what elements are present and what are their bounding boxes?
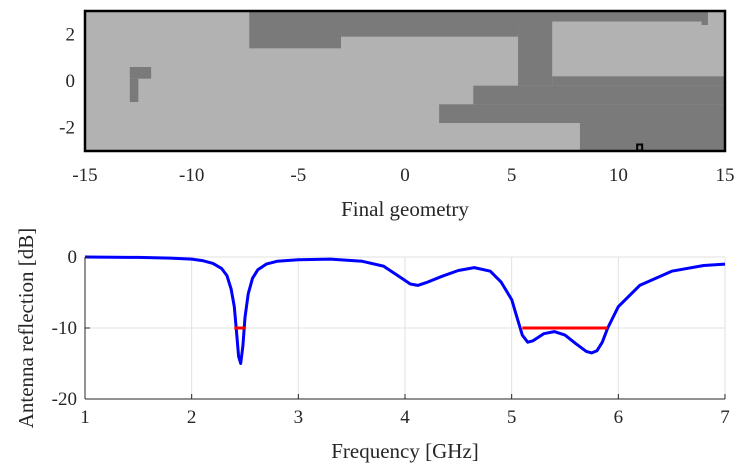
geometry-ytick-label: 2 [66,24,76,45]
metal-region [518,21,553,86]
metal-region [341,21,519,37]
reflection-ticks: 1 2 3 4 5 6 7 0 -10 -20 [52,247,730,428]
geometry-xtick-label: -15 [72,165,97,186]
reflection-xtick-label: 6 [614,407,624,428]
geometry-xtick-label: 10 [609,165,628,186]
reflection-xtick-label: 7 [720,407,730,428]
reflection-ytick-label: -10 [52,318,77,339]
reflection-grid [84,256,726,400]
reflection-ytick-label: -20 [52,389,77,410]
geometry-xtick-label: -10 [179,165,204,186]
geometry-frame [83,9,727,153]
metal-region [579,123,725,151]
reflection-xlabel: Frequency [GHz] [331,439,479,463]
reflection-lines [84,255,726,365]
reflection-curve [84,255,726,365]
reflection-xtick-label: 1 [80,407,90,428]
metal-region [129,67,152,79]
metal-region [249,11,708,22]
reflection-xtick-label: 3 [294,407,304,428]
reflection-xtick-label: 4 [400,407,410,428]
geometry-xtick-label: 15 [716,165,735,186]
metal-region [552,76,725,86]
reflection-ytick-label: 0 [68,247,78,268]
geometry-ytick-label: -2 [59,118,75,139]
geometry-shapes [83,9,727,153]
metal-region [473,85,725,105]
metal-region [129,78,139,102]
geometry-xtick-label: 5 [507,165,517,186]
metal-region [439,104,725,123]
geometry-ytick-label: 0 [66,71,76,92]
metal-region [701,21,708,25]
reflection-panel: 1 2 3 4 5 6 7 0 -10 -20 Frequency [GHz] Antenna r… [14,228,730,463]
geometry-xlabel: Final geometry [341,197,469,221]
reflection-xtick-label: 5 [507,407,517,428]
geometry-xtick-label: 0 [400,165,410,186]
reflection-xtick-label: 2 [187,407,197,428]
reflection-ylabel: Antenna reflection [dB] [14,228,38,429]
metal-region [249,21,341,49]
geometry-xtick-label: -5 [290,165,306,186]
